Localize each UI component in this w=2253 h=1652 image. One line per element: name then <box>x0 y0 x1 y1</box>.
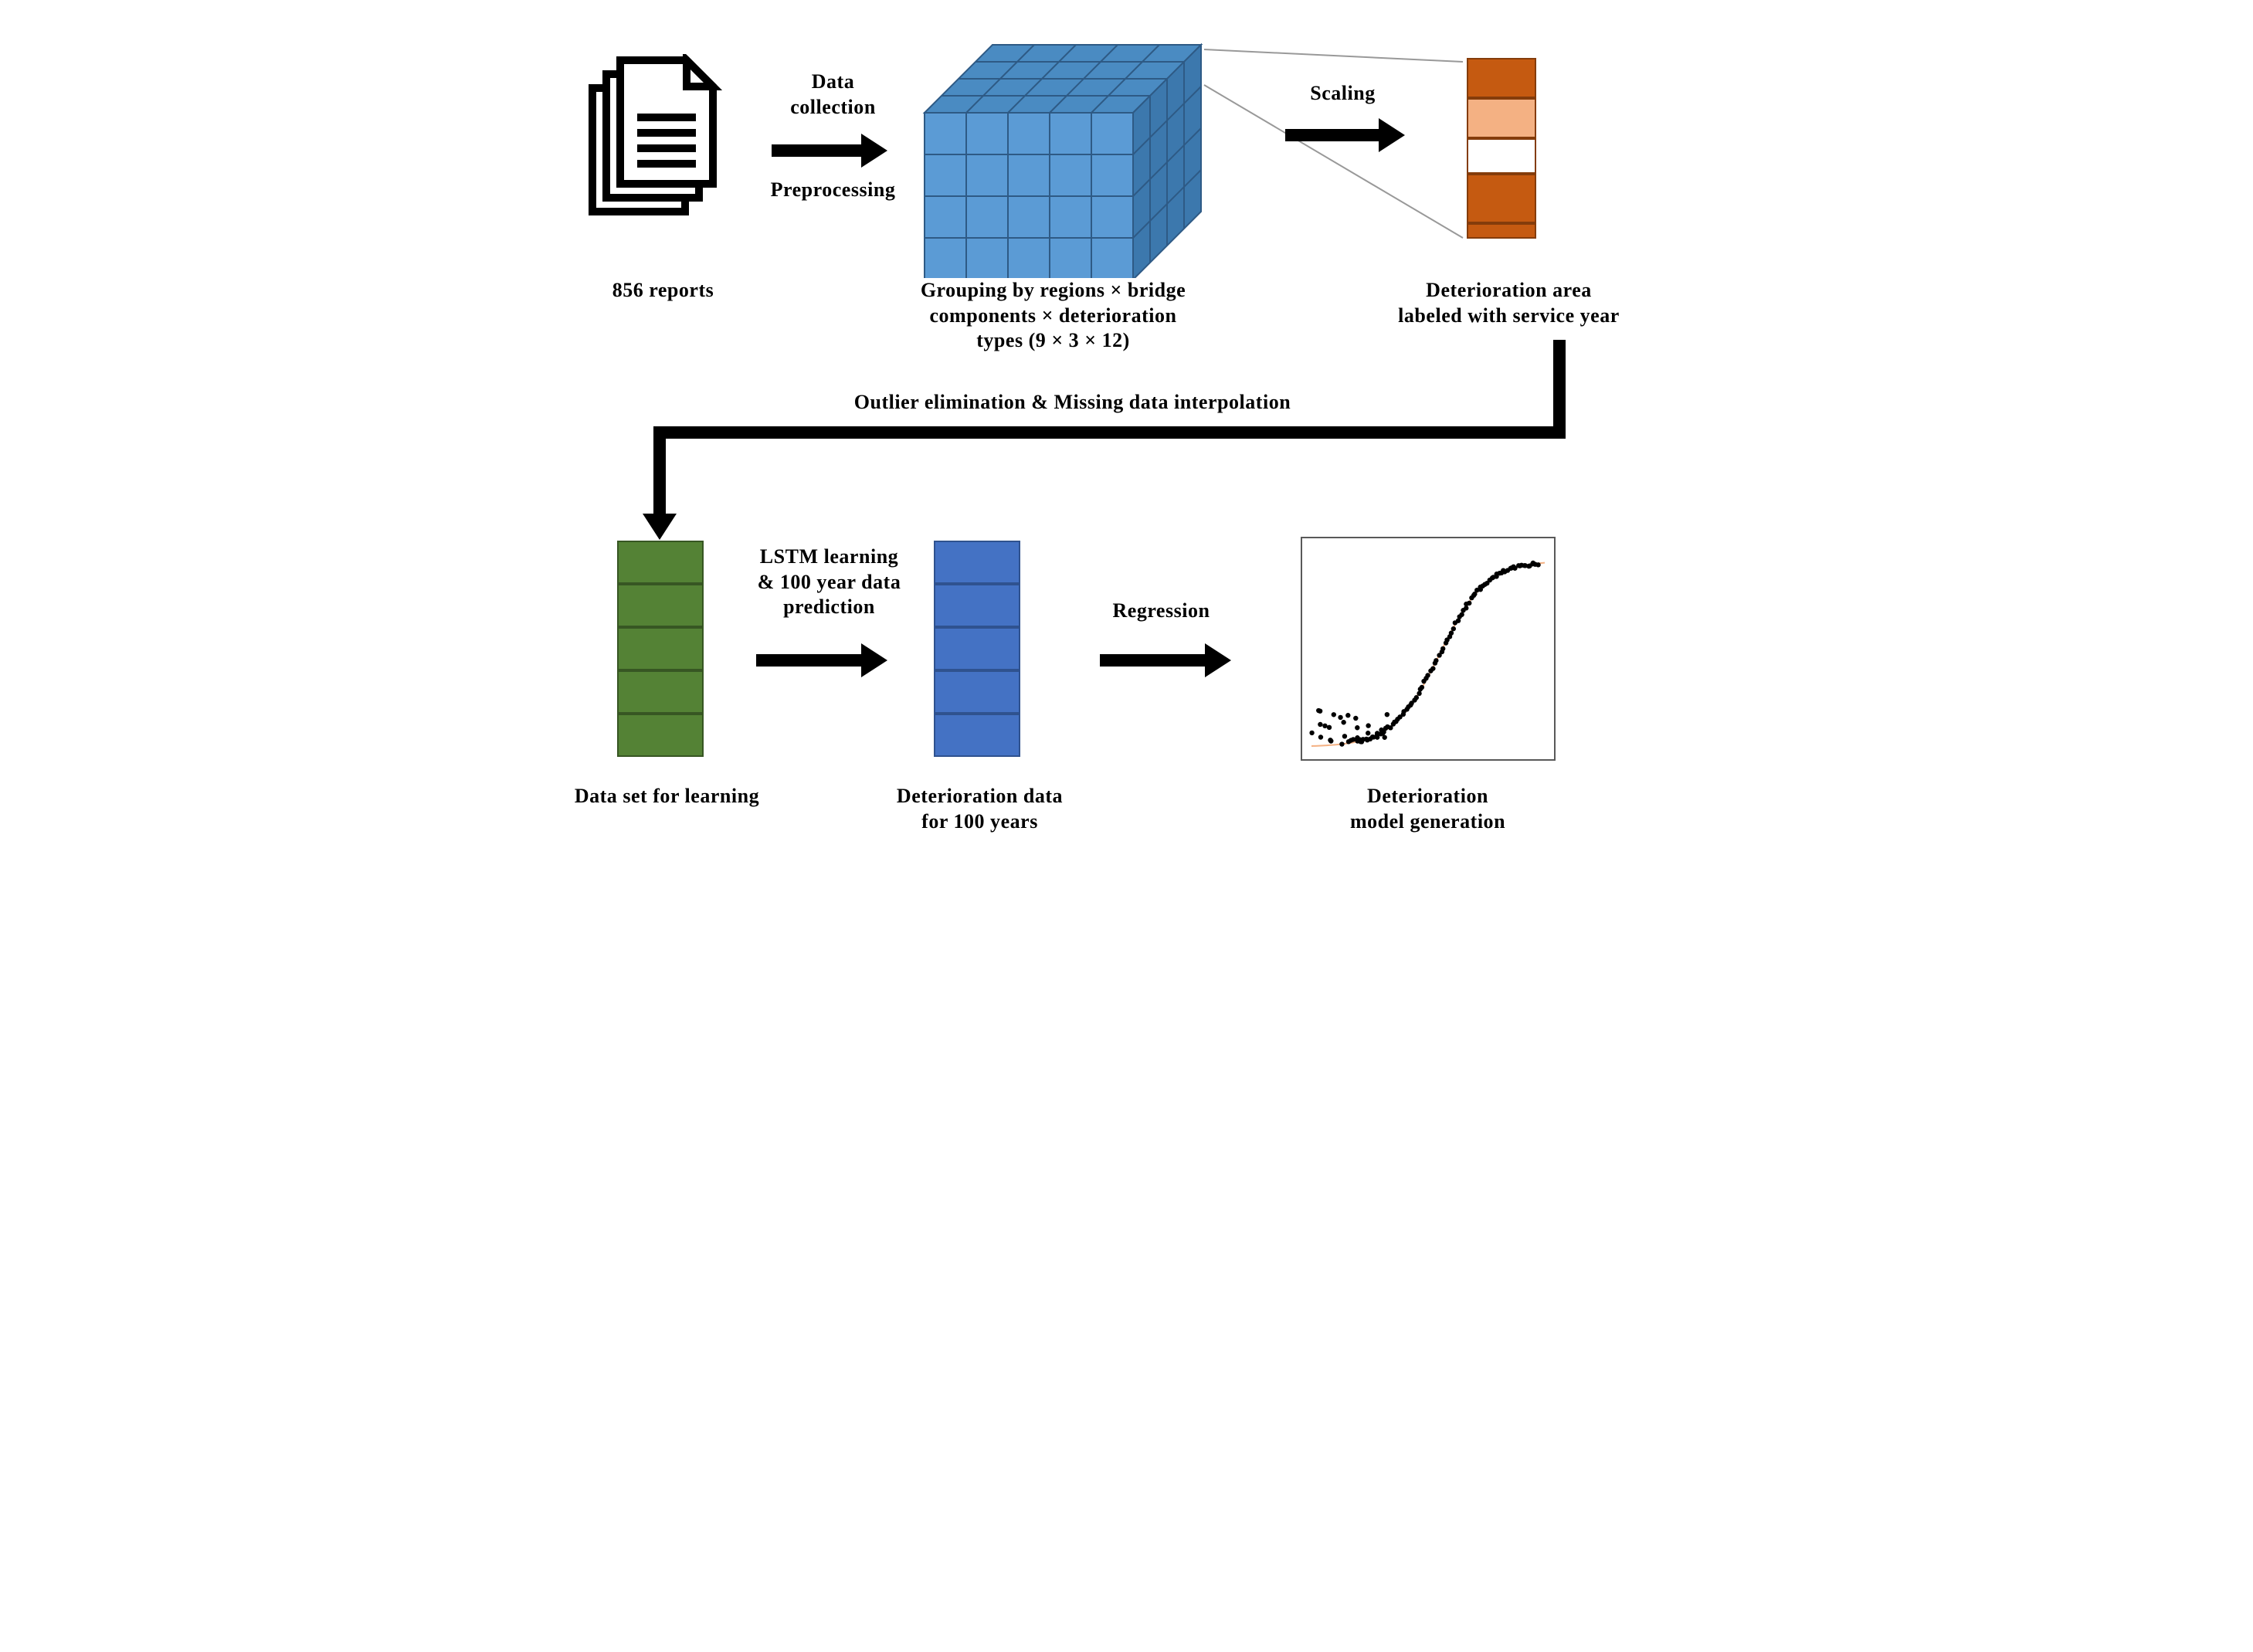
orange-cell <box>1467 98 1536 138</box>
green-cell <box>617 541 704 584</box>
arrow1-label-line2: collection <box>790 96 876 118</box>
orange-cell <box>1467 58 1536 98</box>
arrow-blue-to-chart <box>1100 641 1231 680</box>
orange-cell <box>1467 138 1536 174</box>
det-data-line1: Deterioration data <box>897 785 1063 807</box>
lstm-line1: LSTM learning <box>760 545 898 568</box>
lstm-line3: prediction <box>783 595 875 618</box>
green-column <box>617 541 704 757</box>
arrow-green-to-blue <box>756 641 887 680</box>
deterioration-area-label: Deterioration area labeled with service … <box>1343 278 1675 328</box>
blue-cell <box>934 670 1020 714</box>
regression-label: Regression <box>1077 599 1247 624</box>
orange-cell <box>1467 174 1536 223</box>
det-model-line2: model generation <box>1350 810 1505 833</box>
blue-column <box>934 541 1020 757</box>
green-cell <box>617 584 704 627</box>
preprocessing-label: Preprocessing <box>737 178 930 203</box>
lstm-label: LSTM learning & 100 year data prediction <box>718 544 942 620</box>
arrow-cube-to-orange <box>1285 116 1405 154</box>
det-data-line2: for 100 years <box>921 810 1038 833</box>
orange-cell <box>1467 223 1536 239</box>
det-data-label: Deterioration data for 100 years <box>849 784 1111 834</box>
orange-column <box>1467 58 1536 239</box>
blue-cell <box>934 541 1020 584</box>
reports-label: 856 reports <box>579 278 748 304</box>
arrow1-label-top: Data collection <box>752 70 914 120</box>
data-cube <box>918 39 1220 278</box>
elbow-arrow <box>625 340 1598 533</box>
blue-cell <box>934 584 1020 627</box>
green-cell <box>617 714 704 757</box>
blue-cell <box>934 627 1020 670</box>
grouping-line1: Grouping by regions × bridge <box>921 279 1186 301</box>
dataset-learning-label: Data set for learning <box>548 784 787 809</box>
det-model-label: Deterioration model generation <box>1301 784 1556 834</box>
blue-cell <box>934 714 1020 757</box>
documents-icon <box>586 54 741 239</box>
det-model-line1: Deterioration <box>1367 785 1488 807</box>
lstm-line2: & 100 year data <box>758 571 901 593</box>
green-cell <box>617 670 704 714</box>
det-area-line1: Deterioration area <box>1426 279 1592 301</box>
det-area-line2: labeled with service year <box>1398 304 1620 327</box>
arrow-docs-to-cube <box>772 131 887 170</box>
scaling-label: Scaling <box>1274 81 1413 107</box>
green-cell <box>617 627 704 670</box>
arrow1-label-line1: Data <box>812 70 855 93</box>
regression-chart <box>1301 537 1556 765</box>
grouping-line2: components × deterioration <box>929 304 1176 327</box>
